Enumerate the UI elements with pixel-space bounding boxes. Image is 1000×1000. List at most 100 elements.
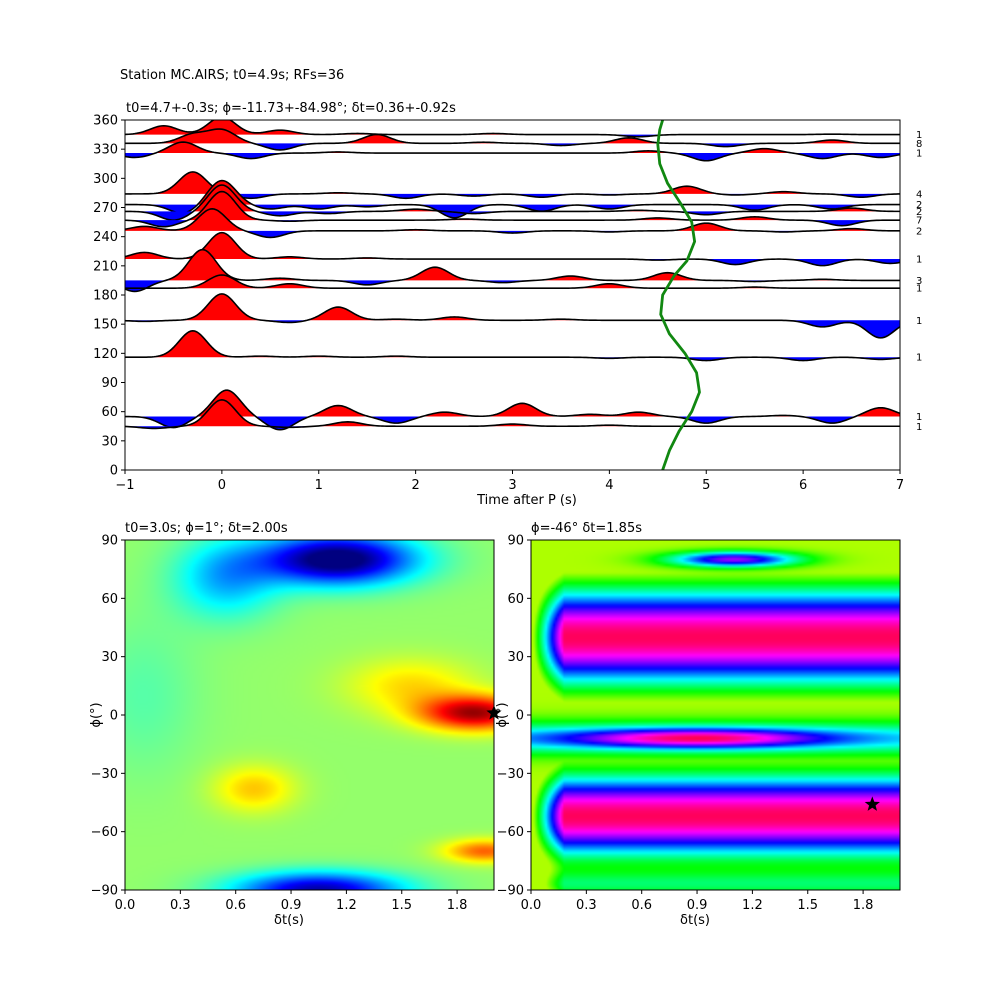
x-tick-label: 1.5 bbox=[391, 898, 412, 913]
y-tick-label: −90 bbox=[497, 884, 524, 899]
y-tick-label: 90 bbox=[101, 376, 118, 391]
trace-count-label: 1 bbox=[916, 130, 922, 141]
y-tick-label: 30 bbox=[101, 434, 118, 449]
trace-count-label: 1 bbox=[916, 255, 922, 266]
y-tick-label: 0 bbox=[110, 709, 118, 724]
x-tick-label: 1.5 bbox=[797, 898, 818, 913]
x-tick-label: 7 bbox=[896, 478, 904, 493]
rf-trace-negative-fill bbox=[125, 211, 900, 221]
rf-trace-positive-fill bbox=[125, 171, 900, 194]
y-tick-label: 60 bbox=[507, 592, 524, 607]
rf-trace-positive-fill bbox=[125, 274, 900, 289]
trace-count-label: 1 bbox=[916, 284, 922, 295]
trace-count-label: 2 bbox=[916, 226, 922, 237]
y-tick-label: 90 bbox=[101, 534, 118, 549]
x-tick-label: 0.6 bbox=[631, 898, 652, 913]
energy-grid-left-ticks: 0.0 0.3 0.6 0.9 1.2 1.5 1.8 −90 −60 −30 0 30 60 90 bbox=[91, 534, 468, 914]
trace-count-label: 1 bbox=[916, 316, 922, 327]
y-tick-label: 30 bbox=[507, 650, 524, 665]
rf-trace-positive-fill bbox=[125, 129, 900, 144]
rf-trace-line bbox=[125, 184, 900, 221]
x-tick-label: 5 bbox=[702, 478, 710, 493]
y-tick-label: −30 bbox=[497, 767, 524, 782]
y-tick-label: 60 bbox=[101, 592, 118, 607]
x-tick-label: 0.3 bbox=[170, 898, 191, 913]
y-tick-label: −90 bbox=[91, 884, 118, 899]
rf-trace-line bbox=[125, 389, 900, 431]
trace-count-label: 2 bbox=[916, 207, 922, 218]
rf-trace-line bbox=[125, 399, 900, 430]
y-tick-label: 300 bbox=[93, 172, 118, 187]
rf-trace-positive-fill bbox=[125, 293, 900, 321]
y-tick-label: 240 bbox=[93, 230, 118, 245]
rf-trace-positive-fill bbox=[125, 208, 900, 231]
rf-trace-negative-fill bbox=[125, 416, 900, 430]
rf-trace-line bbox=[125, 179, 900, 219]
wiggle-panel: t0=4.7+-0.3s; ϕ=-11.73+-84.98°; δt=0.36+… bbox=[93, 101, 922, 508]
rf-trace-line bbox=[125, 208, 900, 239]
energy-grid-right-title: ϕ=-46° δt=1.85s bbox=[531, 521, 642, 536]
rf-trace bbox=[125, 171, 900, 200]
y-tick-label: 30 bbox=[101, 650, 118, 665]
wiggle-plot-area bbox=[125, 120, 900, 470]
trace-count-label: 4 bbox=[916, 189, 922, 200]
t0-curve bbox=[656, 120, 701, 470]
best-fit-marker-right bbox=[864, 796, 880, 811]
rf-trace-line bbox=[125, 141, 900, 162]
best-fit-marker-left bbox=[486, 705, 502, 720]
figure-suptitle: Station MC.AIRS; t0=4.9s; RFs=36 bbox=[120, 68, 344, 83]
y-tick-label: 150 bbox=[93, 318, 118, 333]
rf-trace bbox=[125, 399, 900, 430]
trace-count-label: 2 bbox=[916, 200, 922, 211]
rf-trace-negative-fill bbox=[125, 259, 900, 266]
rf-trace bbox=[125, 141, 900, 162]
best-fit-star-left bbox=[486, 705, 502, 720]
rf-trace-positive-fill bbox=[125, 330, 900, 358]
x-tick-label: 0.0 bbox=[115, 898, 136, 913]
trace-count-label: 1 bbox=[916, 422, 922, 433]
rf-trace-positive-fill bbox=[125, 390, 900, 417]
y-tick-label: 0 bbox=[110, 464, 118, 479]
rf-trace-line bbox=[125, 128, 900, 151]
y-tick-label: 330 bbox=[93, 143, 118, 158]
rf-trace-negative-fill bbox=[125, 220, 900, 227]
x-tick-label: 0.3 bbox=[576, 898, 597, 913]
rf-trace-positive-fill bbox=[125, 249, 900, 281]
rf-trace bbox=[125, 231, 900, 267]
y-tick-label: −60 bbox=[91, 825, 118, 840]
x-tick-label: 1.2 bbox=[336, 898, 357, 913]
trace-count-label: 3 bbox=[916, 276, 922, 287]
x-tick-label: 1 bbox=[315, 478, 323, 493]
trace-count-label: 1 bbox=[916, 412, 922, 423]
y-tick-label: 270 bbox=[93, 201, 118, 216]
rf-trace bbox=[125, 128, 900, 151]
rf-trace-line bbox=[125, 293, 900, 339]
rf-trace-line bbox=[125, 248, 900, 293]
y-tick-label: 90 bbox=[507, 534, 524, 549]
y-tick-label: −30 bbox=[91, 767, 118, 782]
energy-grid-left-image bbox=[125, 540, 494, 890]
rf-trace-line bbox=[125, 231, 900, 267]
energy-grid-right-y-label: ϕ(°) bbox=[495, 702, 510, 727]
rf-trace bbox=[125, 208, 900, 239]
energy-grid-left-title: t0=3.0s; ϕ=1°; δt=2.00s bbox=[125, 521, 288, 536]
x-tick-label: 1.8 bbox=[853, 898, 874, 913]
rf-trace-negative-fill bbox=[125, 320, 900, 338]
rf-trace-negative-fill bbox=[125, 153, 900, 161]
energy-grid-left-x-label: δt(s) bbox=[274, 913, 304, 928]
energy-grid-left-panel: t0=3.0s; ϕ=1°; δt=2.00s 0.0 0.3 0.6 0.9 1.2 1… bbox=[89, 521, 502, 928]
rf-trace bbox=[125, 330, 900, 362]
wiggle-panel-title: t0=4.7+-0.3s; ϕ=-11.73+-84.98°; δt=0.36+… bbox=[126, 101, 456, 116]
energy-grid-right-panel: ϕ=-46° δt=1.85s 0.0 0.3 0.6 0.9 1.2 1.5 1.8 −90… bbox=[495, 521, 901, 928]
rf-trace-positive-fill bbox=[125, 399, 900, 427]
rf-trace bbox=[125, 389, 900, 431]
rf-trace-negative-fill bbox=[125, 143, 900, 150]
x-tick-label: 6 bbox=[799, 478, 807, 493]
trace-count-label: 1 bbox=[916, 149, 922, 160]
x-tick-label: 1.8 bbox=[447, 898, 468, 913]
x-tick-label: 0.0 bbox=[521, 898, 542, 913]
x-tick-label: 0.9 bbox=[281, 898, 302, 913]
x-tick-label: 4 bbox=[605, 478, 613, 493]
rf-trace-negative-fill bbox=[125, 204, 900, 218]
